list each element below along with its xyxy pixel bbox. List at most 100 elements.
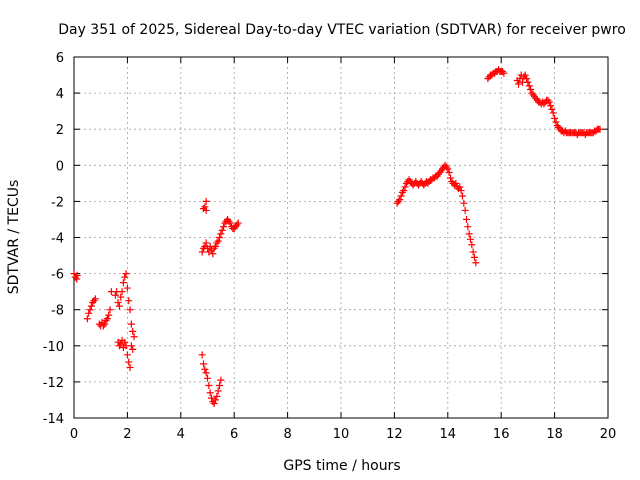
data-point (206, 389, 214, 397)
data-point (516, 75, 524, 83)
data-point (202, 239, 210, 247)
chart-title: Day 351 of 2025, Sidereal Day-to-day VTE… (58, 22, 626, 38)
data-point (115, 302, 123, 310)
data-point (118, 288, 126, 296)
x-tick-label: 16 (493, 427, 510, 442)
data-point (202, 206, 210, 214)
data-point (121, 338, 129, 346)
data-point (86, 306, 94, 314)
x-tick-label: 14 (440, 427, 457, 442)
data-point (202, 369, 210, 377)
data-point (91, 295, 99, 303)
data-point (117, 340, 125, 348)
data-point (521, 71, 529, 79)
data-point (445, 169, 453, 177)
data-point (201, 203, 209, 211)
data-point (397, 192, 405, 200)
data-point (458, 192, 466, 200)
data-point (129, 345, 137, 353)
y-tick-label: 0 (56, 159, 64, 174)
x-axis-ticks: 0 2 4 6 8 10 12 14 16 18 20 (70, 57, 616, 442)
data-point (85, 309, 93, 317)
y-tick-label: 6 (56, 51, 64, 66)
data-point (83, 315, 91, 323)
data-point (466, 235, 474, 243)
x-tick-label: 6 (230, 427, 238, 442)
data-point (127, 320, 135, 328)
data-point (216, 382, 224, 390)
data-point (126, 306, 134, 314)
data-point (527, 85, 535, 93)
data-point (101, 320, 109, 328)
x-tick-label: 4 (177, 427, 185, 442)
data-point (500, 69, 508, 77)
x-tick-label: 0 (70, 427, 78, 442)
data-point (214, 237, 222, 245)
data-point (548, 105, 556, 113)
x-axis-label: GPS time / hours (283, 458, 400, 474)
x-tick-label: 2 (123, 427, 131, 442)
data-point (523, 75, 531, 83)
data-point (125, 297, 133, 305)
y-tick-label: 4 (56, 87, 64, 102)
data-point (462, 215, 470, 223)
data-point (547, 102, 555, 110)
y-axis-ticks: -14 -12 -10 -8 -6 -4 -2 0 2 4 6 (43, 51, 608, 427)
x-tick-label: 18 (546, 427, 563, 442)
data-point (444, 165, 452, 173)
data-point (472, 259, 480, 267)
data-point (123, 284, 131, 292)
data-point (122, 270, 130, 278)
data-point (216, 234, 224, 241)
y-tick-label: -4 (51, 232, 64, 247)
data-point (87, 302, 95, 310)
data-point (103, 315, 111, 323)
data-point (452, 179, 460, 187)
data-point (471, 253, 478, 261)
x-tick-label: 12 (386, 427, 403, 442)
data-point (127, 342, 135, 350)
data-point (456, 183, 464, 191)
data-point (234, 219, 242, 227)
data-point (73, 271, 81, 279)
x-tick-label: 8 (283, 427, 291, 442)
data-point (460, 199, 468, 207)
data-point (213, 392, 221, 400)
data-point (125, 358, 133, 366)
y-tick-label: -2 (51, 195, 64, 210)
data-point (198, 351, 206, 359)
data-point (198, 248, 206, 256)
data-point (549, 109, 557, 117)
data-point (130, 333, 138, 341)
data-point (457, 187, 465, 195)
x-tick-label: 10 (333, 427, 350, 442)
data-point (464, 223, 472, 231)
data-point (117, 293, 125, 301)
data-point (111, 291, 119, 299)
data-point (465, 230, 473, 238)
y-tick-label: -6 (51, 268, 64, 283)
data-point (400, 187, 408, 195)
data-point (217, 230, 225, 238)
grid-lines (74, 57, 608, 418)
y-tick-label: -8 (51, 304, 64, 319)
data-point (204, 374, 211, 382)
data-point (202, 197, 210, 205)
data-point (205, 382, 213, 390)
data-point (401, 183, 409, 191)
data-point (123, 351, 131, 359)
data-point (105, 311, 113, 319)
data-point (468, 241, 476, 249)
data-point (446, 174, 454, 182)
data-point (545, 98, 553, 106)
data-point (469, 248, 477, 256)
data-point (119, 279, 127, 287)
data-point (396, 196, 404, 204)
data-point (126, 363, 134, 371)
data-point (121, 273, 129, 281)
y-tick-label: -12 (43, 376, 64, 391)
data-point (114, 298, 122, 306)
data-point (208, 394, 216, 402)
data-points (70, 66, 604, 408)
